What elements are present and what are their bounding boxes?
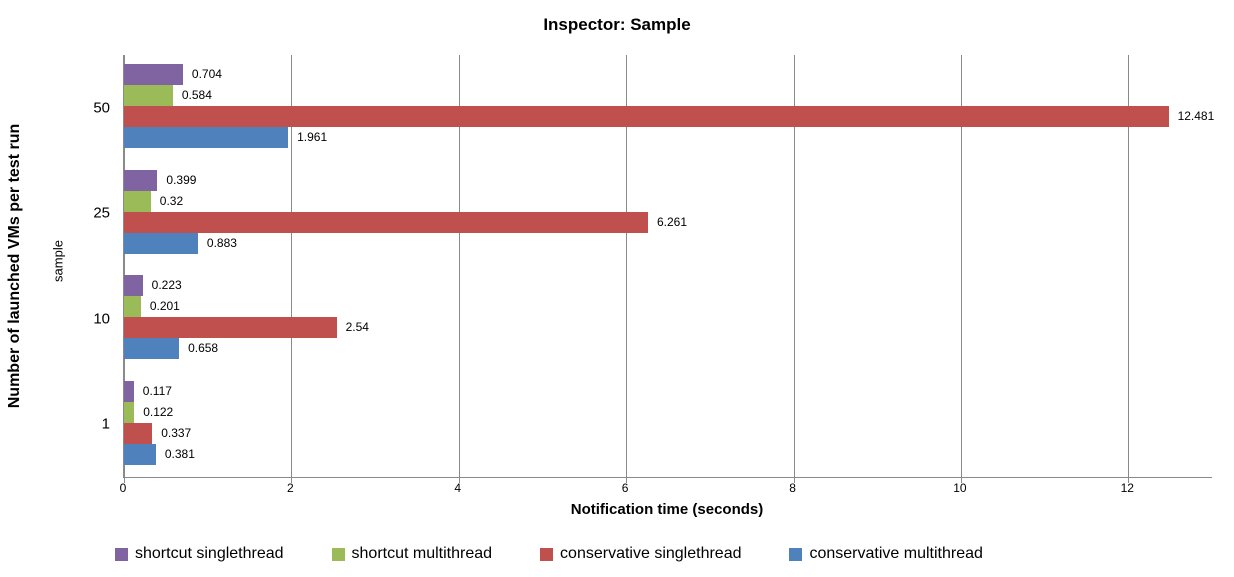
gridline-x-0 [124,55,125,483]
bar-conservative-singlethread: 12.481 [124,106,1214,127]
legend-item-shortcut-singlethread: shortcut singlethread [115,545,284,563]
bar-value-label: 0.337 [161,425,192,440]
bar-value-label: 0.399 [166,172,197,187]
bar-shortcut-singlethread: 0.223 [124,275,182,296]
bar-shortcut-singlethread: 0.399 [124,169,196,191]
bar-value-label: 0.32 [159,193,184,208]
gridline-x-4 [458,55,460,483]
bar-value-label: 1.961 [297,130,328,144]
legend-label: shortcut multithread [351,545,493,562]
bar-value-label: 2.54 [345,320,369,334]
x-tick-label: 6 [621,481,629,495]
bar-value-label: 0.201 [149,299,180,313]
y-tick-label: 10 [93,310,110,328]
bar-shortcut-multithread: 0.584 [124,85,212,106]
bar-shortcut-multithread: 0.201 [124,296,180,317]
legend-item-shortcut-multithread: shortcut multithread [331,545,493,563]
legend-swatch-conservative-singlethread [540,547,554,561]
legend-item-conservative-singlethread: conservative singlethread [540,545,741,563]
legend-swatch-conservative-multithread [789,547,803,561]
x-tick-label: 12 [1120,481,1134,495]
bar-value-label: 0.658 [188,341,219,355]
gridline-x-2 [291,55,293,483]
bar-value-label: 0.704 [191,67,222,81]
legend-swatch-shortcut-singlethread [115,547,128,561]
bar-value-label: 6.261 [656,214,688,229]
x-tick-label: 2 [287,481,294,495]
legend-item-conservative-multithread: conservative multithread [789,545,983,563]
category-group-1: 1 0.117 0.122 0.337 0.381 [102,372,1212,478]
category-group-25: 25 0.399 0.32 6.261 0.883 [93,161,1212,267]
bar-value-label: 12.481 [1177,109,1215,123]
bar-value-label: 0.381 [164,446,195,461]
bar-shortcut-singlethread: 0.704 [124,64,222,85]
bar-conservative-multithread: 0.883 [124,232,237,254]
x-axis-title: Notification time (seconds) [570,501,764,518]
legend-label: shortcut singlethread [135,545,284,562]
category-group-10: 10 0.223 0.201 2.54 0.658 [93,266,1212,372]
bar-shortcut-multithread: 0.32 [124,190,183,212]
plot-area: 50 0.704 0.584 12.481 1.961 25 0.399 0.32 6.261 0… [93,55,1214,483]
gridline-x-6 [626,55,628,483]
legend-swatch-shortcut-multithread [331,547,345,561]
x-tick-label: 8 [789,481,796,495]
bar-conservative-singlethread: 0.337 [124,422,191,444]
chart-title: Inspector: Sample [543,15,691,34]
y-tick-label: 25 [93,204,110,222]
gridline-x-8 [793,55,795,483]
bar-value-label: 0.883 [206,235,237,250]
legend-label: conservative multithread [809,545,983,562]
bar-shortcut-singlethread: 0.117 [124,380,172,402]
bar-conservative-multithread: 1.961 [124,127,327,148]
x-tick-label: 10 [953,481,967,495]
gridline-x-10 [960,55,962,483]
bar-value-label: 0.122 [143,404,174,419]
bar-conservative-multithread: 0.381 [124,443,195,465]
bar-value-label: 0.117 [142,383,172,398]
x-tick-label: 4 [454,481,462,495]
bar-conservative-singlethread: 2.54 [124,317,369,338]
gridline-x-12 [1128,55,1130,483]
y-axis-title: Number of launched VMs per test run [6,123,23,409]
y-tick-label: 1 [101,415,110,433]
bar-conservative-singlethread: 6.261 [124,211,687,233]
bar-conservative-multithread: 0.658 [124,338,218,359]
bar-shortcut-multithread: 0.122 [124,401,173,423]
x-tick-label: 0 [119,481,127,495]
legend: shortcut singlethread shortcut multithrea… [115,542,983,566]
bar-value-label: 0.223 [151,278,182,292]
y-tick-label: 50 [93,99,110,117]
y-axis-inner-title: sample [50,240,66,282]
legend-label: conservative singlethread [560,545,742,562]
bar-value-label: 0.584 [181,88,212,102]
category-group-50: 50 0.704 0.584 12.481 1.961 [93,55,1214,161]
